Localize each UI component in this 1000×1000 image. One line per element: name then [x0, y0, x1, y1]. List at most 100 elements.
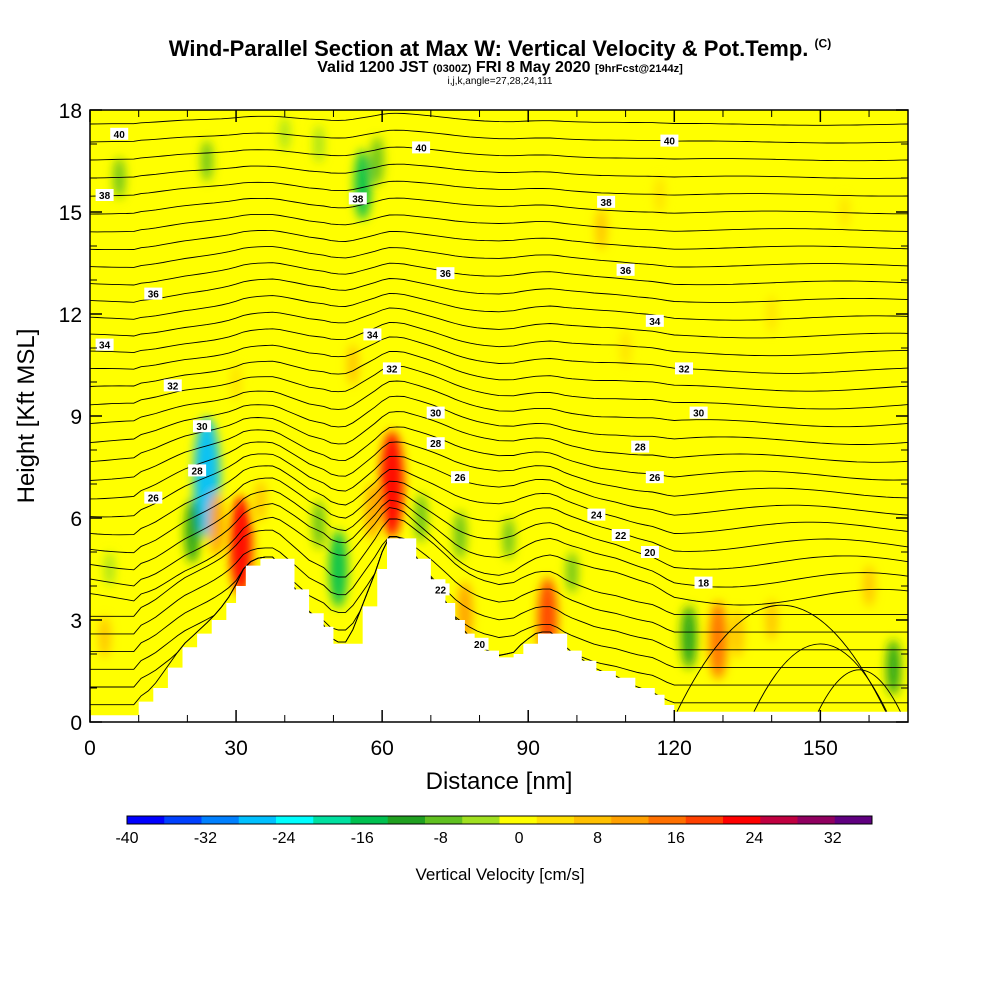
- valid-time: Valid 1200 JST: [317, 59, 429, 76]
- label-text: 32: [678, 364, 690, 375]
- potential-temperature-contours: [90, 112, 908, 712]
- label-text: 30: [196, 422, 208, 433]
- velocity-cell: [595, 208, 607, 250]
- label-box: [451, 471, 470, 484]
- label-box: [660, 134, 679, 147]
- label-box: [363, 328, 382, 341]
- x-tick-label: 120: [657, 737, 692, 760]
- velocity-cell: [99, 616, 111, 658]
- colorbar-segment: [574, 816, 612, 824]
- colorbar-tick-label: -16: [351, 830, 374, 847]
- x-axis-label: Distance [nm]: [426, 768, 573, 795]
- isentrope-line: [90, 336, 908, 374]
- chart-title-text: Wind-Parallel Section at Max W: Vertical…: [168, 36, 809, 61]
- velocity-cell: [329, 530, 348, 608]
- isentrope-label: 28: [188, 464, 207, 477]
- label-box: [192, 420, 211, 433]
- isentrope-line: [90, 230, 908, 251]
- x-tick-label: 30: [224, 737, 247, 760]
- colorbar-segment: [164, 816, 202, 824]
- label-box: [689, 406, 708, 419]
- isentrope-label: 36: [436, 267, 455, 280]
- label-box: [144, 287, 163, 300]
- label-text: 30: [430, 409, 442, 420]
- velocity-cell: [313, 125, 325, 163]
- isentrope-line: [90, 278, 908, 303]
- colorbar-segment: [462, 816, 500, 824]
- label-text: 22: [615, 531, 627, 542]
- label-box: [436, 267, 455, 280]
- label-text: 20: [644, 548, 656, 559]
- isentrope-label: 32: [163, 379, 182, 392]
- colorbar-segment: [201, 816, 240, 824]
- valid-date: FRI 8 May 2020: [475, 59, 591, 76]
- isentrope-label: 34: [95, 338, 114, 352]
- label-box: [95, 189, 114, 201]
- colorbar-segment: [238, 816, 277, 824]
- valid-utc: (0300Z): [432, 63, 472, 75]
- chart-subtitle: Valid 1200 JST (0300Z) FRI 8 May 2020 [9…: [0, 59, 1000, 77]
- label-text: 40: [416, 143, 428, 154]
- colorbar-segment: [425, 816, 463, 824]
- label-box: [645, 314, 664, 327]
- velocity-cell: [201, 140, 213, 182]
- label-box: [95, 338, 114, 351]
- isentrope-label: 38: [348, 192, 367, 205]
- colorbar-tick-label: 8: [593, 830, 602, 847]
- isentrope-line: [90, 246, 908, 268]
- colorbar-tick-labels: -40 -32 -24 -16 -8 0 8 16 24 32: [115, 830, 841, 847]
- velocity-cell: [839, 194, 850, 230]
- colorbar-segment: [685, 816, 724, 824]
- velocity-cell: [709, 601, 728, 680]
- velocity-cell: [453, 510, 467, 560]
- isentrope-line: [90, 441, 908, 500]
- isentrope-label: 36: [144, 287, 163, 301]
- isentrope-line: [817, 669, 901, 712]
- colorbar-tick-label: 32: [824, 830, 842, 847]
- label-text: 36: [440, 269, 452, 280]
- colorbar-tick-label: 16: [667, 830, 685, 847]
- label-text: 38: [601, 198, 613, 209]
- isentrope-line: [90, 477, 908, 554]
- isentrope-label: 34: [363, 328, 382, 341]
- isentrope-line: [90, 380, 908, 428]
- velocity-cell: [766, 295, 777, 333]
- colorbar-segment: [127, 816, 165, 824]
- isentrope-line: [90, 507, 908, 606]
- isentrope-line: [90, 129, 908, 144]
- label-box: [188, 464, 207, 477]
- section-indices: i,j,k,angle=27,28,24,111: [447, 76, 553, 87]
- label-box: [163, 379, 182, 392]
- colorbar-segment: [723, 816, 761, 824]
- isentrope-line: [90, 180, 908, 197]
- label-box: [426, 437, 445, 450]
- label-box: [144, 491, 163, 504]
- isentrope-label: 20: [470, 637, 489, 651]
- label-box: [348, 192, 367, 205]
- colorbar-tick-label: 0: [515, 830, 524, 847]
- isentrope-label: 18: [694, 576, 713, 590]
- velocity-cell: [354, 149, 372, 220]
- isentrope-label: 38: [597, 195, 616, 209]
- label-box: [587, 508, 606, 521]
- label-text: 22: [435, 585, 447, 596]
- label-box: [597, 195, 616, 208]
- colorbar-segment: [387, 816, 426, 824]
- label-text: 38: [99, 191, 111, 202]
- label-text: 26: [649, 473, 661, 484]
- isentrope-label: 34: [645, 314, 664, 328]
- velocity-cell: [863, 565, 875, 607]
- isentrope-line: [90, 489, 908, 571]
- y-tick-label: 15: [59, 202, 82, 225]
- x-tick-label: 60: [370, 737, 393, 760]
- label-box: [382, 362, 401, 375]
- isentrope-line: [90, 536, 908, 670]
- isentrope-label: 30: [426, 406, 445, 420]
- terrain-mask: [90, 538, 908, 722]
- y-tick-label: 12: [59, 304, 82, 327]
- velocity-cell: [766, 599, 778, 641]
- y-tick-label: 6: [70, 508, 82, 531]
- colorbar-segment: [648, 816, 687, 824]
